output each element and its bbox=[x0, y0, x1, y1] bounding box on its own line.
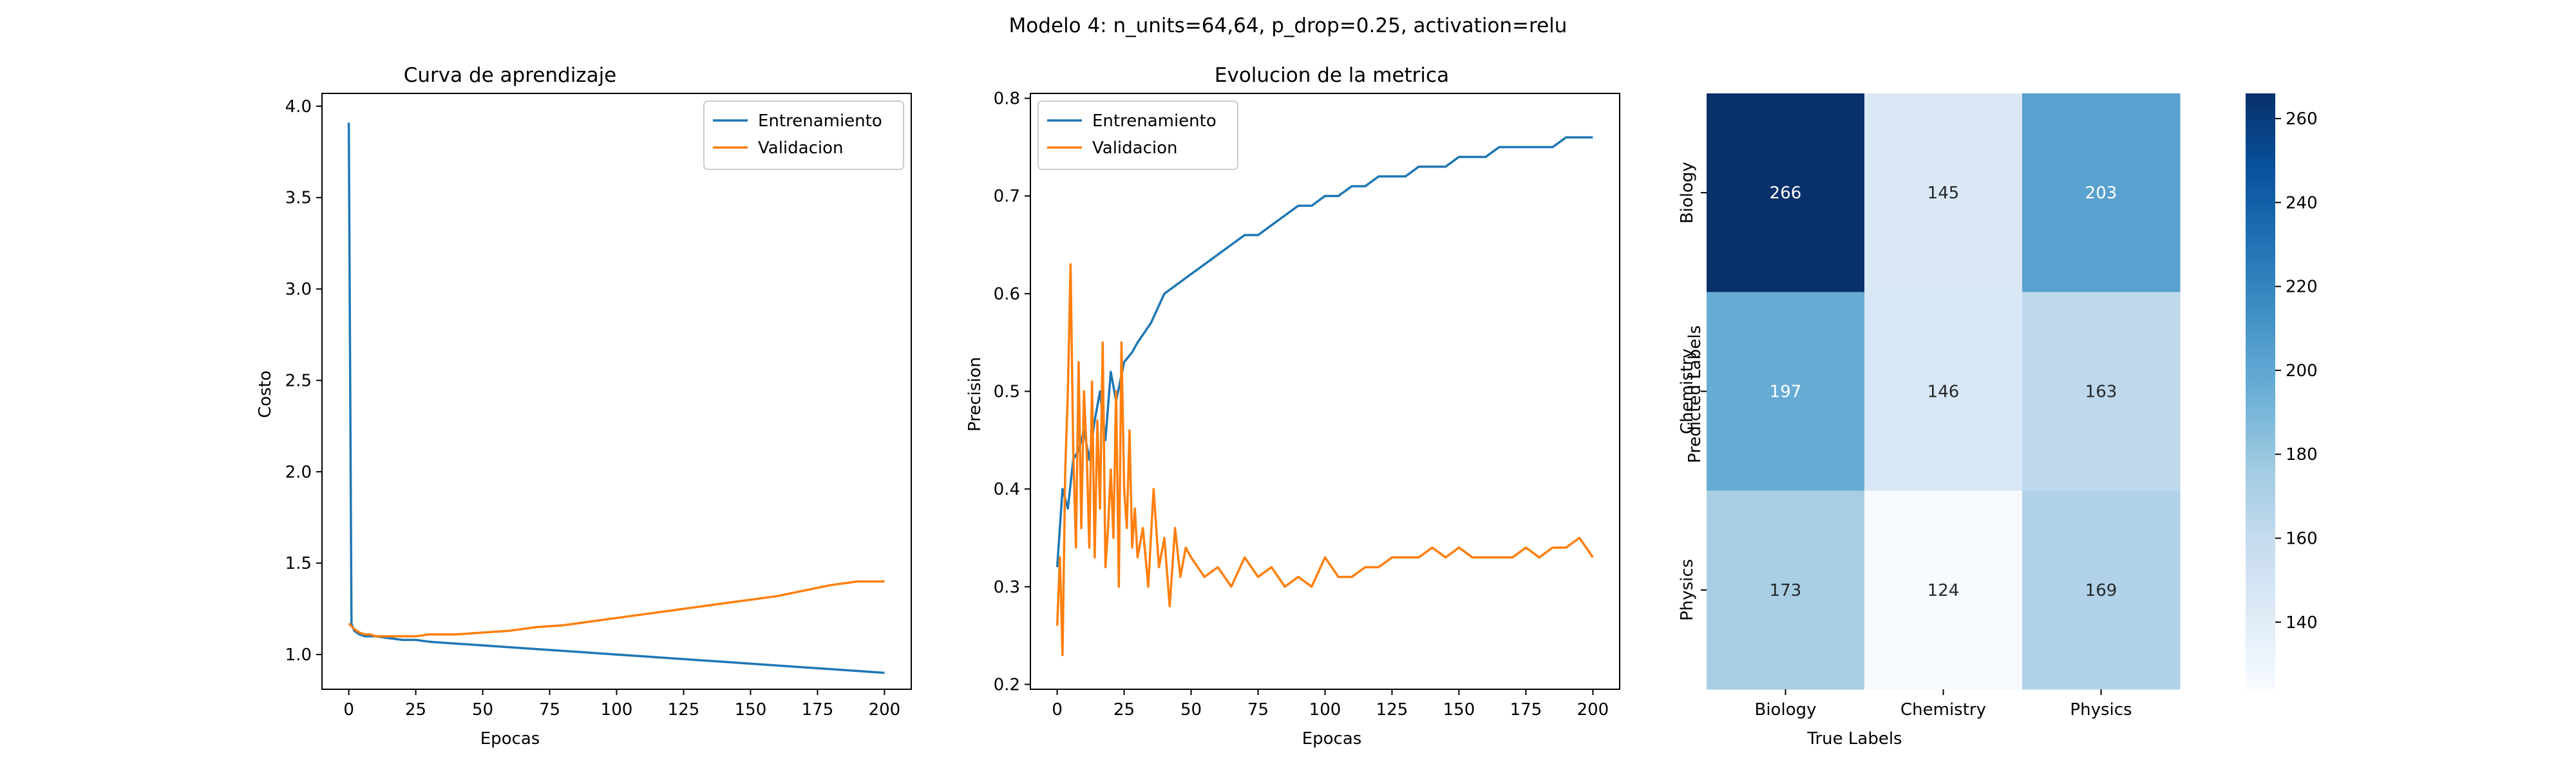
metric-ytick-label: 0.7 bbox=[994, 187, 1020, 206]
learning-curve-ytick-label: 3.0 bbox=[285, 280, 312, 300]
confusion-matrix-ytick-label: Chemistry bbox=[1678, 348, 1697, 434]
metric-xtick-label: 200 bbox=[1577, 700, 1609, 720]
learning-curve-xtick-label: 0 bbox=[343, 700, 354, 720]
colorbar-tick-label: 260 bbox=[2286, 110, 2318, 129]
confusion-matrix-cell bbox=[2022, 93, 2181, 292]
metric-xtick-label: 25 bbox=[1113, 700, 1135, 720]
metric-series-val-line bbox=[1056, 263, 1594, 656]
confusion-matrix-xtick-label: Chemistry bbox=[1900, 700, 1986, 720]
metric-title: Evolucion de la metrica bbox=[1215, 64, 1449, 87]
confusion-matrix-cell bbox=[1707, 490, 1865, 690]
metric-xlabel: Epocas bbox=[1302, 729, 1362, 749]
metric-legend-box bbox=[1037, 100, 1238, 170]
learning-curve-ytick-label: 2.0 bbox=[285, 463, 312, 482]
learning-curve-xtick-label: 125 bbox=[668, 700, 700, 720]
confusion-matrix-panel: True Labels Predicted Labels 266 145 203 19… bbox=[1678, 93, 2318, 749]
metric-legend-label: Validacion bbox=[1092, 138, 1178, 158]
confusion-matrix-cell-value: 203 bbox=[2085, 184, 2117, 203]
learning-curve-series-train-line bbox=[347, 122, 885, 674]
learning-curve-ytick-label: 2.5 bbox=[285, 371, 312, 390]
colorbar-tick-label: 220 bbox=[2286, 278, 2318, 297]
confusion-matrix-cell-value: 197 bbox=[1770, 383, 1802, 402]
learning-curve-series-val-line bbox=[348, 580, 885, 638]
metric-xtick-label: 125 bbox=[1376, 700, 1408, 720]
confusion-matrix-xtick-label: Biology bbox=[1755, 700, 1817, 720]
learning-curve-xtick-label: 75 bbox=[539, 700, 560, 720]
confusion-matrix-cell-value: 145 bbox=[1927, 184, 1960, 203]
confusion-matrix-cell bbox=[1707, 93, 1865, 292]
colorbar-tick-label: 180 bbox=[2286, 445, 2318, 464]
metric-ytick-label: 0.3 bbox=[994, 578, 1020, 597]
learning-curve-xtick-label: 100 bbox=[601, 700, 633, 720]
learning-curve-ytick-label: 4.0 bbox=[285, 97, 312, 117]
learning-curve-xlabel: Epocas bbox=[480, 729, 540, 749]
metric-xtick-label: 100 bbox=[1309, 700, 1341, 720]
figure-suptitle: Modelo 4: n_units=64,64, p_drop=0.25, ac… bbox=[1009, 14, 1567, 37]
learning-curve-legend-label: Entrenamiento bbox=[758, 111, 882, 131]
confusion-matrix-ytick-label: Biology bbox=[1678, 162, 1697, 224]
metric-ylabel: Precision bbox=[965, 357, 985, 432]
learning-curve-ytick-label: 3.5 bbox=[285, 189, 312, 208]
confusion-matrix-cell-value: 146 bbox=[1927, 383, 1960, 402]
colorbar-tick-label: 240 bbox=[2286, 193, 2318, 213]
learning-curve-xtick-label: 200 bbox=[869, 700, 901, 720]
confusion-matrix-cell-value: 163 bbox=[2085, 383, 2117, 402]
learning-curve-title: Curva de aprendizaje bbox=[404, 64, 617, 87]
confusion-matrix-ytick-label: Physics bbox=[1678, 559, 1697, 621]
confusion-matrix-cell-value: 173 bbox=[1770, 581, 1802, 600]
metric-series-train-line bbox=[1056, 136, 1593, 568]
confusion-matrix-cell-value: 266 bbox=[1770, 184, 1802, 203]
confusion-matrix-cell bbox=[2022, 490, 2181, 690]
learning-curve-xtick-label: 25 bbox=[405, 700, 426, 720]
metric-xtick-label: 50 bbox=[1180, 700, 1202, 720]
metric-panel: Evolucion de la metrica Epocas Precision… bbox=[965, 64, 1620, 749]
colorbar bbox=[2246, 93, 2275, 689]
metric-ytick-label: 0.2 bbox=[994, 675, 1020, 694]
metric-xtick-label: 75 bbox=[1247, 700, 1269, 720]
colorbar-tick-label: 140 bbox=[2286, 613, 2318, 633]
metric-ytick-label: 0.8 bbox=[994, 90, 1020, 109]
learning-curve-ylabel: Costo bbox=[256, 370, 275, 418]
learning-curve-xtick-label: 50 bbox=[472, 700, 493, 720]
confusion-matrix-xlabel: True Labels bbox=[1806, 729, 1902, 749]
learning-curve-axes-frame bbox=[321, 93, 912, 690]
metric-legend-label: Entrenamiento bbox=[1092, 111, 1217, 131]
confusion-matrix-cell-value: 124 bbox=[1927, 581, 1960, 600]
colorbar-tick-label: 160 bbox=[2286, 529, 2318, 548]
learning-curve-ytick-label: 1.5 bbox=[285, 554, 312, 573]
learning-curve-legend: Entrenamiento Validacion bbox=[703, 100, 904, 170]
learning-curve-ytick-label: 1.0 bbox=[285, 645, 312, 665]
metric-xtick-label: 150 bbox=[1443, 700, 1475, 720]
metric-ytick-label: 0.6 bbox=[994, 285, 1020, 304]
learning-curve-xtick-label: 175 bbox=[802, 700, 834, 720]
metric-ytick-label: 0.4 bbox=[994, 480, 1020, 499]
confusion-matrix-cell bbox=[1707, 292, 1865, 491]
metric-xtick-label: 175 bbox=[1510, 700, 1542, 720]
confusion-matrix-cell bbox=[1864, 490, 2023, 690]
metric-xtick-label: 0 bbox=[1052, 700, 1063, 720]
learning-curve-legend-label: Validacion bbox=[758, 138, 844, 158]
learning-curve-legend-box bbox=[703, 100, 904, 170]
confusion-matrix-ylabel: Predicted Labels bbox=[1685, 325, 1705, 463]
confusion-matrix-cell bbox=[1864, 292, 2023, 491]
metric-axes-frame bbox=[1030, 93, 1620, 690]
metric-legend: Entrenamiento Validacion bbox=[1037, 100, 1238, 170]
metric-ytick-label: 0.5 bbox=[994, 383, 1020, 402]
confusion-matrix-cell bbox=[1864, 93, 2023, 292]
confusion-matrix-cell bbox=[2022, 292, 2181, 491]
confusion-matrix-xtick-label: Physics bbox=[2070, 700, 2132, 720]
learning-curve-panel: Curva de aprendizaje Epocas Costo 0 25 50 7… bbox=[256, 64, 912, 749]
learning-curve-xtick-label: 150 bbox=[735, 700, 767, 720]
colorbar-tick-label: 200 bbox=[2286, 361, 2318, 381]
confusion-matrix-cell-value: 169 bbox=[2085, 581, 2117, 600]
